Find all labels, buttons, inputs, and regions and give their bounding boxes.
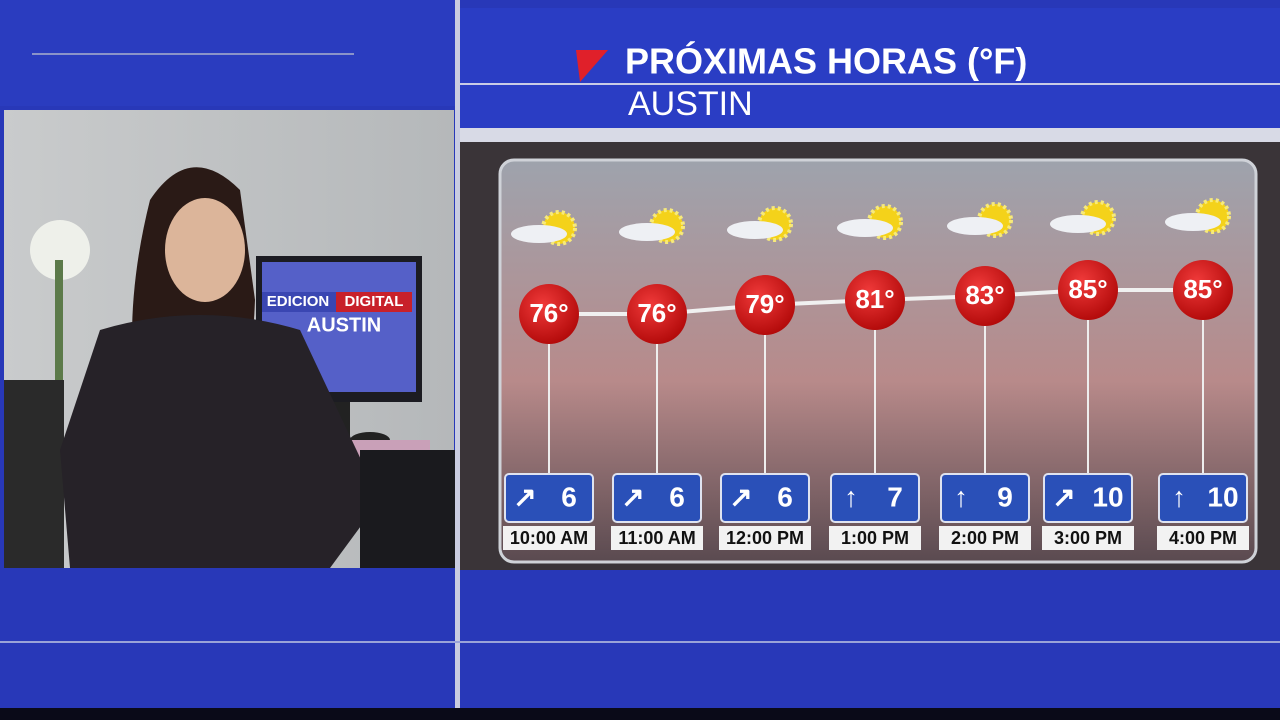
temp-badge (627, 284, 687, 344)
time: 10:00 AM (510, 528, 588, 548)
wind-speed: 6 (561, 481, 577, 512)
time-box (719, 526, 811, 550)
logo-mark (576, 50, 608, 82)
time-box (503, 526, 595, 550)
temperature: 83° (965, 280, 1004, 310)
time: 3:00 PM (1054, 528, 1122, 548)
wind-direction: ↗ (621, 481, 644, 512)
cloud-icon (1050, 215, 1106, 233)
time-box (1157, 526, 1249, 550)
header-strip (460, 128, 1280, 142)
time: 1:00 PM (841, 528, 909, 548)
time: 2:00 PM (951, 528, 1019, 548)
monitor-text: DIGITAL (345, 293, 404, 310)
cloud-icon (947, 217, 1003, 235)
wind-box (830, 473, 920, 523)
cloud-icon (837, 219, 893, 237)
time: 11:00 AM (618, 528, 695, 548)
temperature: 76° (529, 298, 568, 328)
wind-direction: ↗ (729, 481, 752, 512)
temp-badge (1058, 260, 1118, 320)
time: 4:00 PM (1169, 528, 1237, 548)
forecast-columns: 76° ↗ 6 10:00 AM 76° ↗ 6 11:00 AM 79° ↗ 6 12:00 PM 8… (503, 198, 1249, 550)
wind-speed: 6 (669, 481, 685, 512)
temp-badge (1173, 260, 1233, 320)
temp-badge (845, 270, 905, 330)
temperature: 85° (1183, 274, 1222, 304)
cloud-icon (1165, 213, 1221, 231)
wind-speed: 7 (887, 481, 903, 512)
wind-speed: 10 (1092, 481, 1123, 512)
monitor-text: AUSTIN (307, 314, 381, 336)
divider (455, 0, 460, 720)
time-box (829, 526, 921, 550)
wind-speed: 9 (997, 481, 1013, 512)
cloud-icon (619, 223, 675, 241)
wind-speed: 10 (1207, 481, 1238, 512)
time-box (1042, 526, 1134, 550)
temp-badge (955, 266, 1015, 326)
wind-box (1043, 473, 1133, 523)
wind-direction: ↑ (844, 481, 858, 512)
time-box (939, 526, 1031, 550)
title: PRÓXIMAS HORAS (°F) (625, 40, 1027, 82)
monitor-text: EDICION (267, 293, 330, 310)
wind-box (612, 473, 702, 523)
wind-box (940, 473, 1030, 523)
wind-direction: ↑ (1172, 481, 1186, 512)
bottom-edge (0, 708, 1280, 720)
wind-box (1158, 473, 1248, 523)
wind-direction: ↗ (513, 481, 536, 512)
temp-badge (735, 275, 795, 335)
video-feed: EDICION DIGITAL AUSTIN (4, 110, 455, 568)
temperature: 76° (637, 298, 676, 328)
time-box (611, 526, 703, 550)
temp-badge (519, 284, 579, 344)
wind-speed: 6 (777, 481, 793, 512)
forecast-panel (498, 158, 1258, 564)
cloud-icon (511, 225, 567, 243)
header-bar (460, 8, 1280, 128)
temperature: 79° (745, 289, 784, 319)
cloud-icon (727, 221, 783, 239)
wind-box (720, 473, 810, 523)
wind-box (504, 473, 594, 523)
wind-direction: ↑ (954, 481, 968, 512)
city: AUSTIN (628, 85, 753, 123)
time: 12:00 PM (726, 528, 804, 548)
temperature: 81° (855, 284, 894, 314)
temperature: 85° (1068, 274, 1107, 304)
wind-direction: ↗ (1052, 481, 1075, 512)
